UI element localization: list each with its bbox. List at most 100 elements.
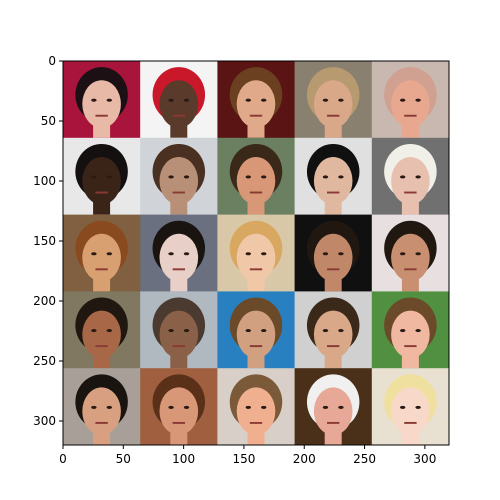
tile-mouth [95,114,108,117]
tile-mouth [327,191,340,194]
axes-frame [62,60,450,446]
tile-mouth [172,191,185,194]
axis-ticks: 0 50 100 150 200 250 300 0 50 100 150 200 250 300 [33,54,436,466]
image-tile [294,137,373,216]
tile-eye [183,98,190,102]
tile-face [159,310,199,359]
tile-eye [415,252,421,256]
image-tile [63,291,141,369]
image-tile [63,368,141,446]
image-tile [371,368,450,446]
tile-eye [245,329,251,333]
tile-mouth [172,114,185,117]
tile-eye [261,175,267,179]
tile-eye [168,405,174,409]
y-tick-label: 200 [33,294,56,308]
tile-mouth [249,421,263,424]
tile-face [313,157,353,205]
tile-mouth [404,114,417,117]
tile-face [159,157,199,205]
tile-eye [322,252,329,256]
tile-face [236,310,276,359]
tile-eye [245,175,251,179]
tile-eye [322,405,329,409]
tile-face [391,80,430,128]
y-tick-label: 300 [33,414,56,428]
image-tile [294,214,373,292]
x-tick-label: 250 [353,452,376,466]
tile-face [159,80,199,128]
tile-face [82,157,121,205]
tile-eye [106,252,113,256]
image-tile [294,368,373,446]
tile-face [391,157,430,205]
tile-eye [106,405,113,409]
image-tile [371,214,450,292]
tile-eye [399,252,406,256]
x-tick-label: 50 [116,452,131,466]
tile-eye [399,175,406,179]
tile-eye [183,329,190,333]
tile-face [313,310,353,359]
x-tick-label: 150 [232,452,255,466]
tile-eye [183,252,190,256]
tile-face [313,80,353,128]
tile-mouth [404,345,417,348]
image-tile [63,214,141,292]
tile-eye [399,98,406,102]
tile-eye [261,98,267,102]
tile-mouth [95,421,108,424]
tile-mouth [327,114,340,117]
tile-face [391,310,430,359]
tile-face [82,310,121,359]
tile-eye [415,175,421,179]
tile-eye [106,329,113,333]
tile-eye [338,405,344,409]
tile-eye [261,252,267,256]
tile-eye [415,98,421,102]
image-tile [140,368,218,446]
y-tick-label: 50 [41,114,56,128]
tile-eye [168,98,174,102]
tile-eye [245,252,251,256]
tile-face [313,387,353,436]
x-tick-label: 100 [172,452,195,466]
tile-mouth [172,345,185,348]
tile-mouth [249,268,263,271]
tile-mouth [327,421,340,424]
tile-face [236,387,276,436]
tile-eye [322,175,329,179]
tile-mouth [327,345,340,348]
tile-mouth [249,114,263,117]
tile-eye [91,98,97,102]
image-tile [140,291,218,369]
image-tile [217,61,296,139]
image-tile [63,137,141,216]
tile-face [82,233,121,282]
image-tile [294,61,373,139]
image-tile [140,61,218,139]
tile-eye [91,405,97,409]
image-tile [217,291,296,369]
image-tile [63,61,141,139]
tile-eye [245,98,251,102]
image-tile [294,291,373,369]
tile-mouth [404,421,417,424]
tile-face [391,233,430,282]
y-tick-label: 250 [33,354,56,368]
tile-eye [91,252,97,256]
tile-eye [168,175,174,179]
tile-face [82,80,121,128]
image-tile [217,368,296,446]
tile-face [236,80,276,128]
tile-eye [168,252,174,256]
x-tick-label: 0 [59,452,67,466]
tile-face [159,387,199,436]
tile-eye [168,329,174,333]
tile-eye [399,329,406,333]
tile-face [82,387,121,436]
image-tile [217,137,296,216]
y-tick-label: 100 [33,174,56,188]
tile-eye [338,98,344,102]
